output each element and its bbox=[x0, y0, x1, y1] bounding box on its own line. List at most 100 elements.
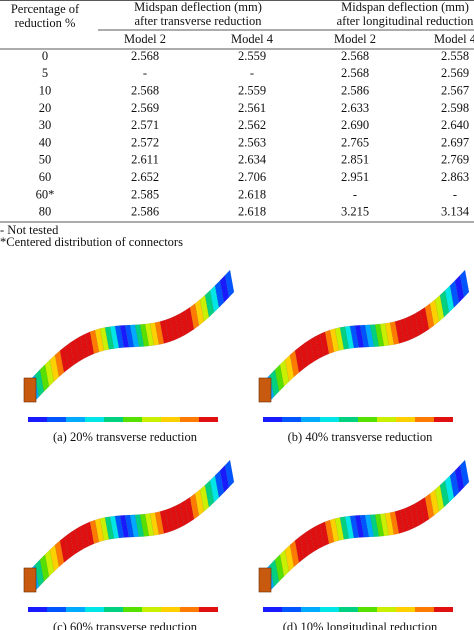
colorbar-cell bbox=[28, 607, 47, 612]
table-cell: 80 bbox=[39, 205, 52, 219]
table-cell: 5 bbox=[42, 66, 48, 80]
colorbar-cell bbox=[66, 417, 85, 422]
table-cell: - bbox=[250, 66, 254, 80]
table-cell: 2.558 bbox=[441, 49, 469, 63]
colorbar-cell bbox=[161, 417, 180, 422]
table-cell: 2.633 bbox=[341, 101, 369, 115]
fe-image bbox=[258, 459, 470, 612]
colorbar-cell bbox=[415, 607, 434, 612]
table-cell: 2.567 bbox=[441, 83, 469, 97]
table-cell: 2.863 bbox=[441, 170, 469, 184]
table-cell: 60* bbox=[36, 187, 55, 201]
colorbar-cell bbox=[47, 417, 66, 422]
table-cell: 2.706 bbox=[238, 170, 266, 184]
table-cell: 2.586 bbox=[341, 83, 369, 97]
table-cell: 2.561 bbox=[238, 101, 266, 115]
fe-image bbox=[23, 459, 235, 612]
colorbar-cell bbox=[282, 607, 301, 612]
beam-end bbox=[23, 567, 37, 593]
note: - Not tested bbox=[0, 223, 59, 237]
header-cell: Percentage of bbox=[11, 2, 80, 16]
beam-end bbox=[258, 567, 272, 593]
table-cell: 10 bbox=[39, 83, 52, 97]
table-cell: 2.611 bbox=[131, 153, 159, 167]
table-cell: 2.568 bbox=[131, 49, 159, 63]
table-cell: 30 bbox=[39, 118, 52, 132]
table-cell: 2.569 bbox=[441, 66, 469, 80]
note: *Centered distribution of connectors bbox=[0, 235, 183, 249]
colorbar-cell bbox=[377, 417, 396, 422]
beam-segment bbox=[459, 269, 470, 298]
table-cell: - bbox=[353, 187, 357, 201]
table-cell: 0 bbox=[42, 49, 48, 63]
table-cell: 2.572 bbox=[131, 135, 159, 149]
colorbar-cell bbox=[85, 417, 104, 422]
fe-image bbox=[258, 269, 470, 422]
colorbar-cell bbox=[180, 607, 199, 612]
beam-segment bbox=[224, 459, 235, 488]
colorbar-cell bbox=[104, 417, 123, 422]
colorbar-cell bbox=[28, 417, 47, 422]
group-header: after longitudinal reduction bbox=[337, 14, 474, 28]
table-cell: 20 bbox=[39, 101, 52, 115]
table-cell: 2.697 bbox=[441, 135, 469, 149]
colorbar-cell bbox=[85, 607, 104, 612]
colorbar-cell bbox=[339, 607, 358, 612]
caption: (b) 40% transverse reduction bbox=[288, 430, 433, 444]
colorbar-cell bbox=[434, 607, 453, 612]
table-cell: 2.618 bbox=[238, 187, 266, 201]
group-header: Midspan deflection (mm) bbox=[341, 0, 469, 14]
table-cell: 2.769 bbox=[441, 153, 469, 167]
table-cell: 2.563 bbox=[238, 135, 266, 149]
caption: (c) 60% transverse reduction bbox=[53, 620, 198, 630]
table-cell: 2.634 bbox=[238, 153, 267, 167]
colorbar-cell bbox=[434, 417, 453, 422]
colorbar-cell bbox=[199, 417, 218, 422]
table-cell: - bbox=[143, 66, 147, 80]
colorbar-cell bbox=[66, 607, 85, 612]
colorbar-cell bbox=[161, 607, 180, 612]
table-cell: 2.571 bbox=[131, 118, 159, 132]
table-cell: - bbox=[453, 187, 457, 201]
table-cell: 3.215 bbox=[341, 205, 369, 219]
table-cell: 2.851 bbox=[341, 153, 369, 167]
subheader: Model 2 bbox=[124, 32, 166, 46]
table-cell: 2.951 bbox=[341, 170, 369, 184]
colorbar-cell bbox=[377, 607, 396, 612]
fe-image bbox=[23, 269, 235, 422]
table-cell: 2.640 bbox=[441, 118, 469, 132]
table-cell: 2.559 bbox=[238, 83, 266, 97]
table-cell: 2.765 bbox=[341, 135, 369, 149]
beam-end bbox=[258, 377, 272, 403]
subheader: Model 4 bbox=[231, 32, 274, 46]
table-cell: 2.562 bbox=[238, 118, 266, 132]
colorbar-cell bbox=[320, 607, 339, 612]
table-cell: 2.598 bbox=[441, 101, 469, 115]
colorbar-cell bbox=[142, 607, 161, 612]
beam-segment bbox=[224, 269, 235, 298]
subheader: Model 4 bbox=[434, 32, 474, 46]
colorbar-cell bbox=[358, 607, 377, 612]
table-cell: 2.568 bbox=[341, 49, 369, 63]
colorbar-cell bbox=[263, 607, 282, 612]
colorbar-cell bbox=[142, 417, 161, 422]
table-cell: 2.559 bbox=[238, 49, 266, 63]
colorbar-cell bbox=[263, 417, 282, 422]
beam-end bbox=[23, 377, 37, 403]
table-cell: 2.568 bbox=[341, 66, 369, 80]
colorbar-cell bbox=[301, 607, 320, 612]
caption: (d) 10% longitudinal reduction bbox=[283, 620, 438, 630]
table-cell: 2.690 bbox=[341, 118, 369, 132]
colorbar-cell bbox=[123, 417, 142, 422]
table-cell: 60 bbox=[39, 170, 52, 184]
table-cell: 2.568 bbox=[131, 83, 159, 97]
group-header: after transverse reduction bbox=[134, 14, 262, 28]
colorbar-cell bbox=[301, 417, 320, 422]
table-cell: 2.652 bbox=[131, 170, 159, 184]
colorbar-cell bbox=[396, 417, 415, 422]
table-cell: 2.569 bbox=[131, 101, 159, 115]
colorbar-cell bbox=[358, 417, 377, 422]
colorbar-cell bbox=[180, 417, 199, 422]
table-cell: 50 bbox=[39, 153, 52, 167]
